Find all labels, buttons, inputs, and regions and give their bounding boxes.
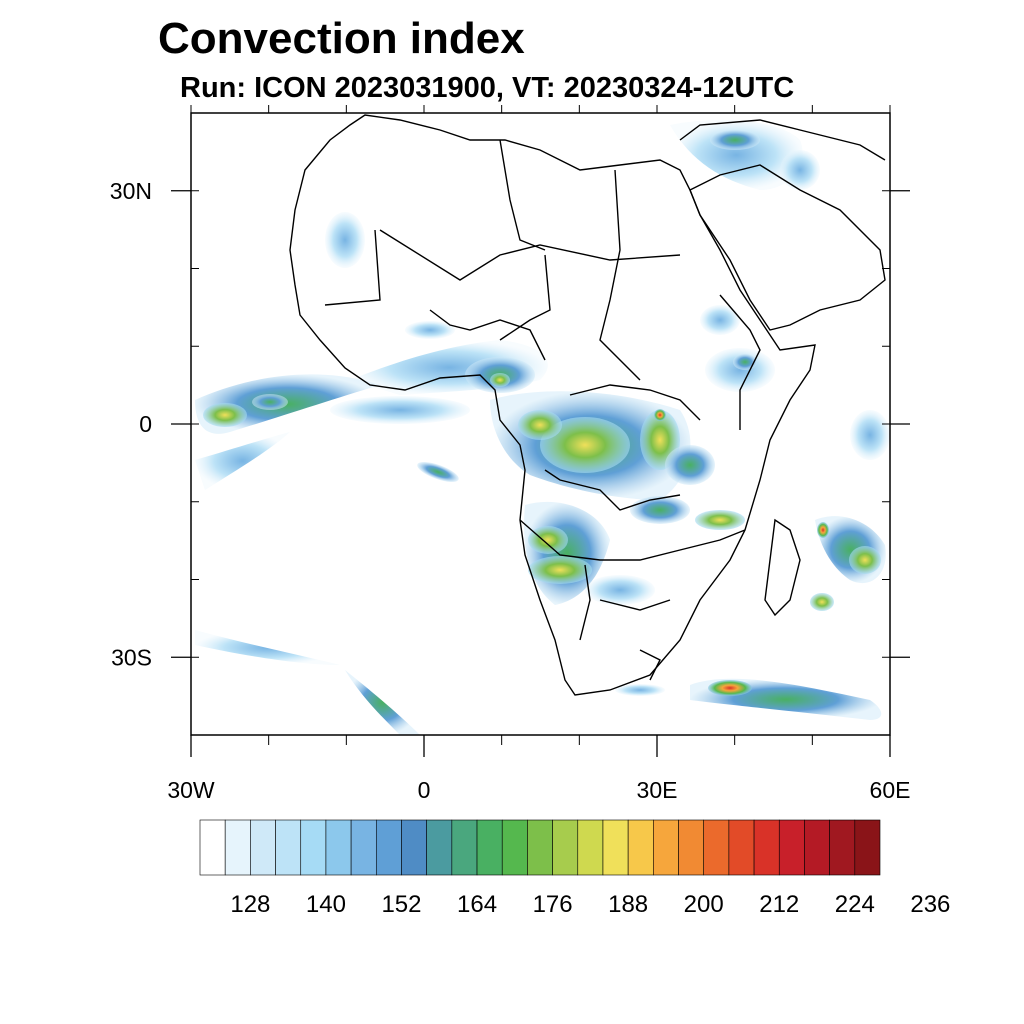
colorbar-swatch bbox=[501, 819, 528, 876]
land-outlines bbox=[289, 114, 886, 696]
colorbar-swatch bbox=[250, 819, 276, 876]
lat-tick-label: 0 bbox=[139, 411, 152, 437]
colorbar-swatch bbox=[552, 819, 579, 876]
colorbar-swatch bbox=[426, 819, 453, 876]
colorbar-label: 224 bbox=[835, 891, 875, 918]
colorbar-label: 128 bbox=[230, 891, 270, 918]
colorbar-swatch bbox=[778, 819, 805, 876]
colorbar-labels: 128 140 152 164 176 188 200 212 224 236 bbox=[230, 891, 950, 918]
colorbar-swatch bbox=[703, 819, 730, 876]
colorbar-swatch bbox=[451, 819, 478, 876]
colorbar-swatch bbox=[350, 819, 377, 876]
axis-tick-labels: 30N 0 30S 30W 0 30E 60E bbox=[110, 178, 911, 803]
colorbar bbox=[199, 819, 881, 876]
colorbar-swatch bbox=[275, 819, 302, 876]
map-subtitle: Run: ICON 2023031900, VT: 20230324-12UTC bbox=[180, 72, 795, 104]
colorbar-swatch bbox=[829, 819, 856, 876]
colorbar-label: 212 bbox=[759, 891, 799, 918]
colorbar-label: 152 bbox=[381, 891, 421, 918]
lon-tick-label: 0 bbox=[418, 777, 431, 803]
colorbar-swatch bbox=[577, 819, 604, 876]
map-title: Convection index bbox=[158, 14, 525, 63]
lat-tick-label: 30N bbox=[110, 178, 152, 204]
colorbar-swatch bbox=[854, 819, 881, 876]
colorbar-swatch bbox=[753, 819, 780, 876]
colorbar-swatch bbox=[627, 819, 654, 876]
lat-tick-label: 30S bbox=[111, 644, 152, 670]
colorbar-swatch bbox=[401, 819, 427, 876]
colorbar-swatch bbox=[678, 819, 705, 876]
colorbar-swatch bbox=[476, 819, 503, 876]
colorbar-swatch bbox=[375, 819, 402, 876]
colorbar-swatch bbox=[325, 819, 352, 876]
colorbar-label: 164 bbox=[457, 891, 497, 918]
colorbar-label: 188 bbox=[608, 891, 648, 918]
lon-tick-label: 30E bbox=[637, 777, 678, 803]
colorbar-label: 236 bbox=[910, 891, 950, 918]
colorbar-swatch bbox=[300, 819, 327, 876]
axis-ticks bbox=[171, 105, 910, 757]
colorbar-swatch bbox=[602, 819, 629, 876]
colorbar-label: 176 bbox=[533, 891, 573, 918]
colorbar-swatch bbox=[527, 819, 553, 876]
colorbar-swatch bbox=[804, 819, 830, 876]
lon-tick-label: 30W bbox=[167, 777, 215, 803]
colorbar-label: 200 bbox=[684, 891, 724, 918]
convection-field bbox=[195, 120, 890, 735]
colorbar-swatch bbox=[653, 819, 679, 876]
colorbar-swatch bbox=[728, 819, 755, 876]
colorbar-swatch bbox=[224, 819, 251, 876]
colorbar-label: 140 bbox=[306, 891, 346, 918]
colorbar-swatch bbox=[199, 819, 226, 876]
lon-tick-label: 60E bbox=[870, 777, 911, 803]
